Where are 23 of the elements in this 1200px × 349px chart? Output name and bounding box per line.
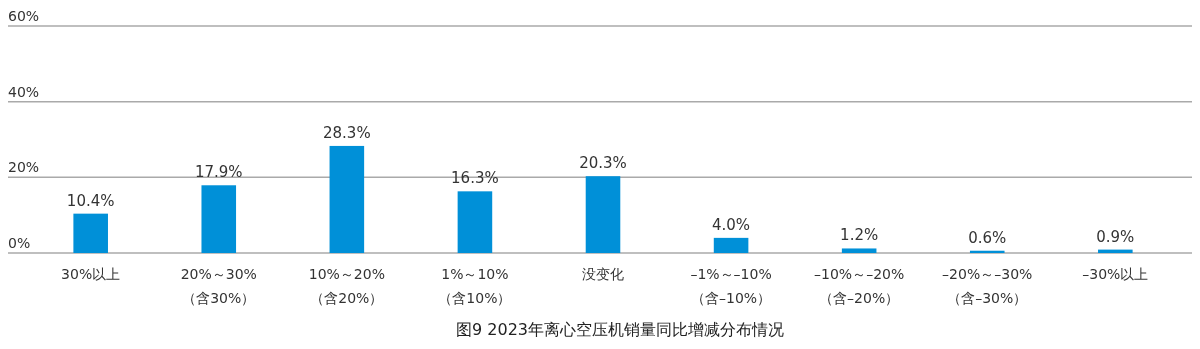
x-tick-label: 20%～30% （含30%） [180,266,257,306]
x-tick-label: 10%～20% （含20%） [308,266,385,306]
y-tick-label: 0% [8,235,31,251]
y-tick-label: 60% [8,8,40,24]
data-label: 1.2% [840,226,879,245]
data-label: 16.3% [451,169,499,188]
x-tick-label: –20%～–30% （含–30%） [942,266,1033,306]
data-label: 0.6% [968,228,1007,247]
y-tick-label: 20% [8,159,40,176]
x-tick-label: 没变化 [582,266,624,282]
x-tick-label: 30%以上 [61,266,121,282]
x-tick-label: –30%以上 [1082,266,1149,282]
data-label: 28.3% [323,123,371,142]
text: 图9 2023年离心空压机销量同比增减分布情况 [456,320,784,339]
data-label: 10.4% [66,191,115,210]
x-tick-label: –10%～–20% （含–20%） [814,266,905,306]
data-label: 17.9% [194,163,243,182]
data-label: 0.9% [1096,227,1135,246]
x-tick-label: –1%～–10% （含–10%） [690,266,772,306]
data-label: 4.0% [712,215,751,234]
x-tick-label: 1%～10% （含10%） [438,266,512,306]
y-tick-label: 40% [8,83,40,100]
data-label: 20.3% [579,154,627,173]
